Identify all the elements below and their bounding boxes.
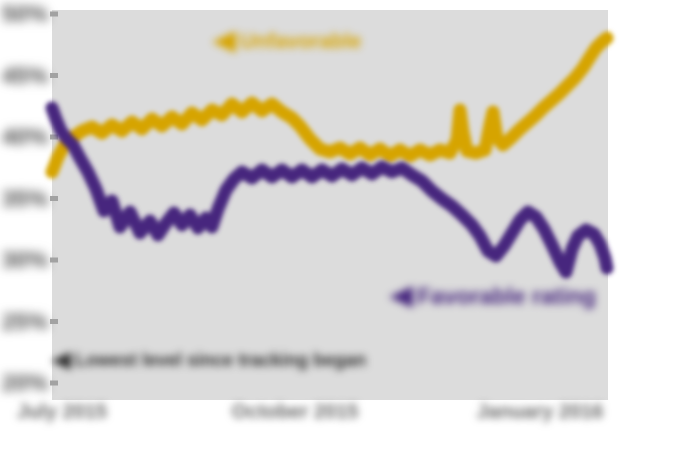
y-tick-label: 50% — [2, 0, 49, 27]
y-tick-label: 20% — [2, 369, 49, 396]
footnote-annotation: Lowest level since tracking began — [51, 350, 366, 371]
y-tick-label: 45% — [2, 62, 49, 88]
x-tick-label: July 2015 — [16, 401, 108, 423]
y-tick-label: 30% — [2, 246, 49, 273]
purple-annotation-label: Favorable rating — [417, 283, 596, 309]
x-tick-label: October 2015 — [231, 401, 359, 423]
gold-annotation-label: Unfavorable — [240, 30, 362, 53]
y-tick-label: 35% — [2, 185, 49, 211]
plot-area — [52, 10, 608, 400]
left-arrow-icon — [51, 351, 71, 370]
y-tick-label: 25% — [2, 308, 49, 334]
gold-series-annotation: Unfavorable — [212, 30, 361, 54]
left-arrow-icon — [389, 285, 413, 308]
footnote-annotation-label: Lowest level since tracking began — [75, 350, 367, 370]
x-tick-label: January 2016 — [476, 401, 604, 423]
left-arrow-icon — [212, 31, 236, 53]
purple-series-annotation: Favorable rating — [389, 283, 596, 310]
y-tick-label: 40% — [2, 123, 49, 150]
